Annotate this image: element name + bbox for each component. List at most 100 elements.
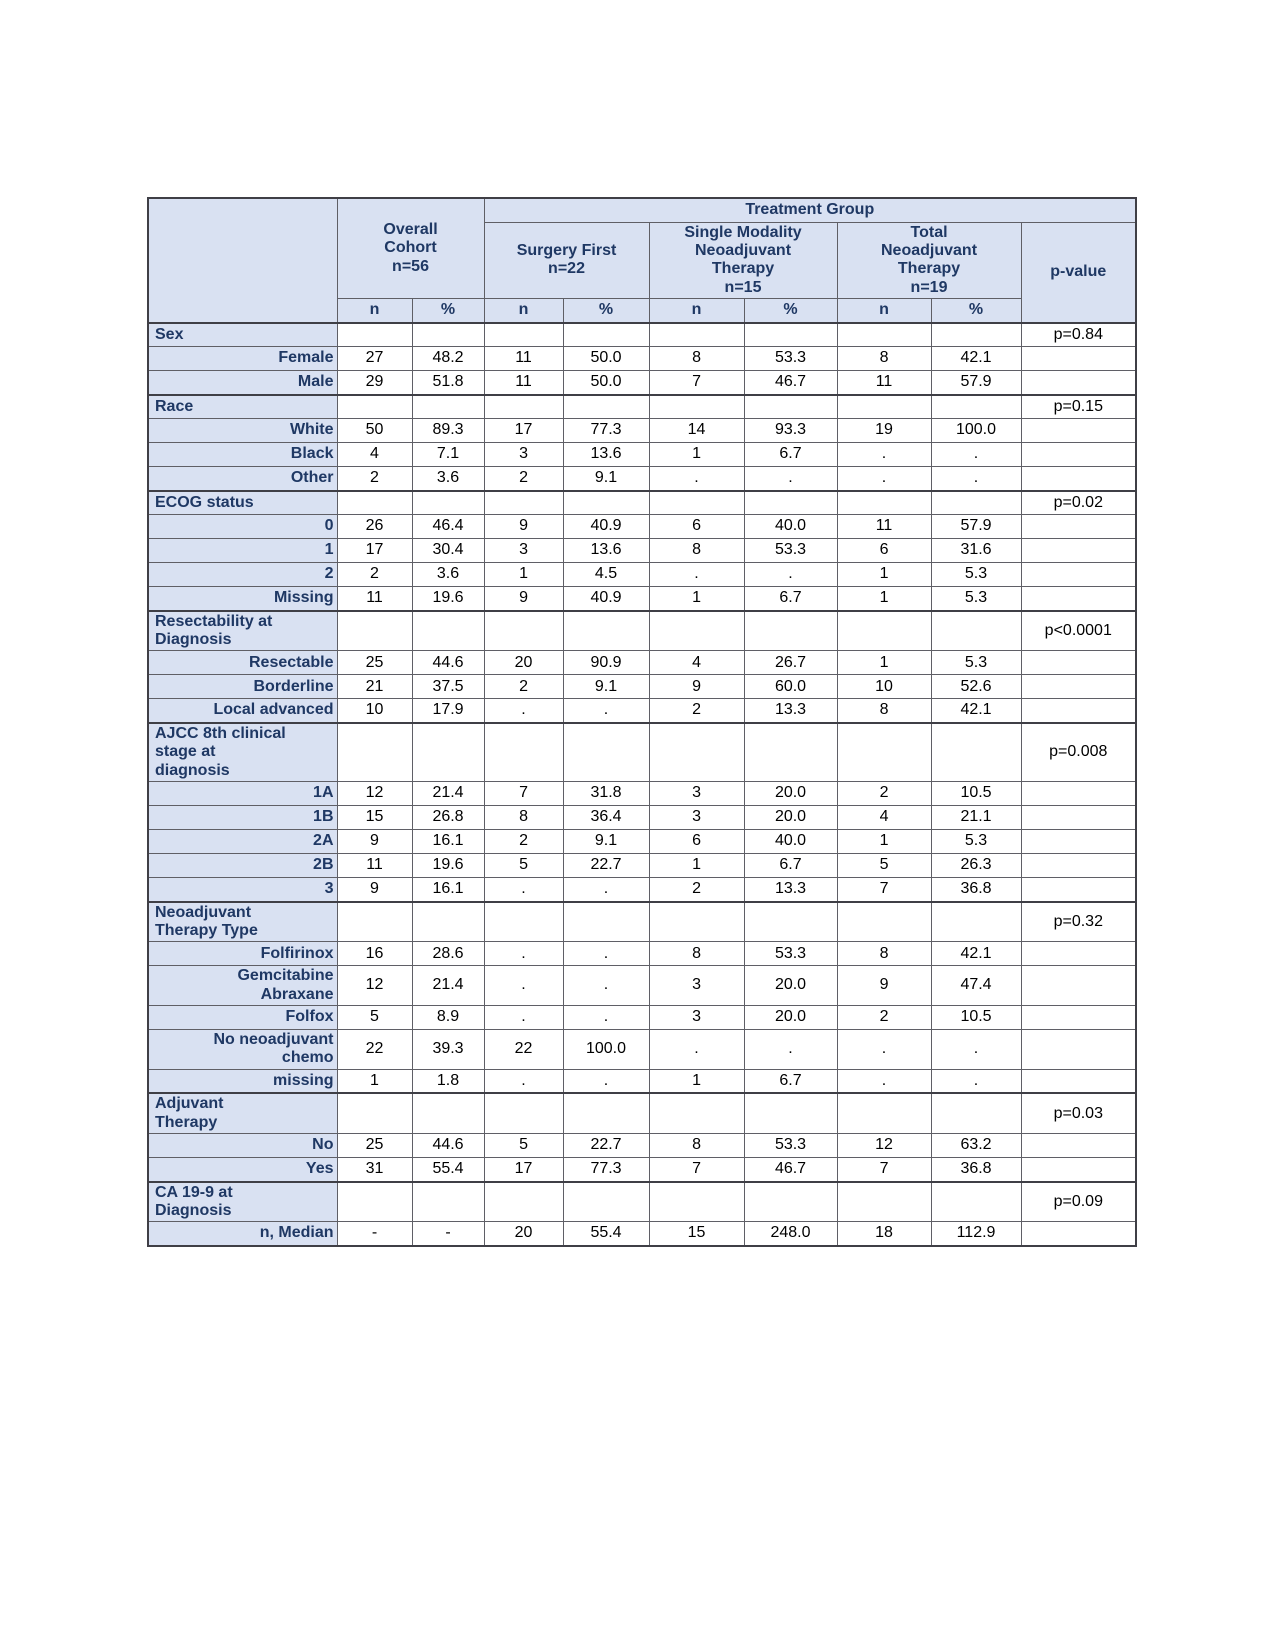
- p-value-cell: [1020, 1068, 1137, 1094]
- data-cell: [411, 900, 485, 943]
- subheader-n: n: [836, 298, 932, 324]
- table-row: n, Median - -20 55.4 15 248.0 18 112.9: [147, 1221, 1137, 1247]
- data-cell: 7: [836, 877, 932, 903]
- data-cell: 5.3: [930, 829, 1022, 855]
- row-label-cell: 1A: [147, 781, 338, 807]
- p-value-cell: [1020, 1221, 1137, 1247]
- data-cell: 22: [483, 1029, 564, 1070]
- data-cell: 11: [483, 370, 564, 396]
- data-cell: 48.2: [411, 346, 485, 372]
- data-cell: 3: [648, 805, 745, 831]
- data-cell: -: [336, 1221, 413, 1247]
- data-cell: [336, 1092, 413, 1135]
- p-value-cell: [1020, 418, 1137, 444]
- table-row: 2A 9 16.1 2 9.1 6 40.0 1 5.3: [147, 829, 1137, 855]
- data-cell: 248.0: [743, 1221, 838, 1247]
- data-cell: 46.7: [743, 370, 838, 396]
- data-cell: [648, 1180, 745, 1223]
- row-label-cell: AJCC 8th clinical stage at diagnosis: [147, 721, 338, 783]
- data-cell: 36.8: [930, 877, 1022, 903]
- row-label-cell: Folfox: [147, 1005, 338, 1031]
- data-cell: 26.8: [411, 805, 485, 831]
- data-cell: 5: [483, 1133, 564, 1159]
- row-label-cell: 2A: [147, 829, 338, 855]
- data-cell: 63.2: [930, 1133, 1022, 1159]
- data-cell: 1: [648, 586, 745, 612]
- data-cell: .: [562, 877, 650, 903]
- row-label-cell: ECOG status: [147, 489, 338, 516]
- row-label-cell: Resectability at Diagnosis: [147, 609, 338, 652]
- subheader-pct: %: [930, 298, 1022, 324]
- data-cell: 17: [483, 1157, 564, 1183]
- data-cell: 7: [836, 1157, 932, 1183]
- data-cell: 11: [483, 346, 564, 372]
- data-cell: 29: [336, 370, 413, 396]
- data-cell: 13.6: [562, 538, 650, 564]
- table-row: 2 2 3.6 1 4.5.. 1 5.3: [147, 562, 1137, 588]
- p-value-cell: p=0.15: [1020, 393, 1137, 420]
- data-cell: 20.0: [743, 965, 838, 1007]
- data-cell: 15: [648, 1221, 745, 1247]
- data-cell: 9: [483, 586, 564, 612]
- data-cell: 2: [483, 829, 564, 855]
- subheader-n: n: [336, 298, 413, 324]
- data-cell: [648, 900, 745, 943]
- data-cell: 21: [336, 674, 413, 700]
- p-value-cell: [1020, 650, 1137, 676]
- data-cell: .: [648, 466, 745, 492]
- column-header-surgery-first: Surgery First n=22: [483, 221, 650, 300]
- table-row: 1B 15 26.8 8 36.4 3 20.0 4 21.1: [147, 805, 1137, 831]
- row-label-cell: CA 19-9 at Diagnosis: [147, 1180, 338, 1223]
- data-cell: [836, 609, 932, 652]
- data-cell: 40.9: [562, 586, 650, 612]
- table-row: Race p=0.15: [147, 393, 1137, 420]
- data-cell: 50: [336, 418, 413, 444]
- data-cell: 22: [336, 1029, 413, 1070]
- data-cell: .: [836, 442, 932, 468]
- data-cell: 20.0: [743, 781, 838, 807]
- data-cell: 44.6: [411, 650, 485, 676]
- data-cell: 18: [836, 1221, 932, 1247]
- data-cell: 1: [336, 1068, 413, 1094]
- data-cell: 11: [336, 586, 413, 612]
- data-cell: .: [648, 1029, 745, 1070]
- data-cell: 2: [648, 698, 745, 724]
- data-cell: 1: [648, 1068, 745, 1094]
- data-cell: 19.6: [411, 586, 485, 612]
- table-row: 0 26 46.4 9 40.9 6 40.0 11 57.9: [147, 514, 1137, 540]
- data-cell: 16.1: [411, 877, 485, 903]
- data-cell: 53.3: [743, 941, 838, 967]
- data-cell: 17: [483, 418, 564, 444]
- row-label-cell: 1: [147, 538, 338, 564]
- data-cell: 7: [648, 370, 745, 396]
- data-cell: 10: [336, 698, 413, 724]
- subheader-n: n: [648, 298, 745, 324]
- data-cell: 1: [836, 562, 932, 588]
- data-cell: [743, 609, 838, 652]
- data-cell: 8: [648, 346, 745, 372]
- data-cell: 3: [483, 442, 564, 468]
- data-cell: .: [930, 466, 1022, 492]
- data-cell: 10.5: [930, 1005, 1022, 1031]
- data-cell: .: [743, 1029, 838, 1070]
- data-cell: 9: [336, 877, 413, 903]
- table-row: Resectability at Diagnosis p<0.0001: [147, 609, 1137, 652]
- data-cell: .: [483, 965, 564, 1007]
- header-row-group-names: Surgery First n=22 Single Modality Neoad…: [148, 221, 1137, 324]
- data-cell: [483, 900, 564, 943]
- data-cell: 52.6: [930, 674, 1022, 700]
- data-cell: [336, 721, 413, 783]
- data-cell: [743, 900, 838, 943]
- column-header-total-neoadjuvant: Total Neoadjuvant Therapy n=19: [836, 221, 1022, 300]
- data-cell: .: [836, 1029, 932, 1070]
- row-label-cell: Local advanced: [147, 698, 338, 724]
- data-cell: [483, 393, 564, 420]
- table-header: Overall Cohort n=56 Treatment Group Surg…: [147, 197, 1137, 324]
- data-cell: .: [483, 941, 564, 967]
- table-row: Other 2 3.6 2 9.1....: [147, 466, 1137, 492]
- data-cell: 2: [648, 877, 745, 903]
- data-cell: 26.7: [743, 650, 838, 676]
- data-cell: 6.7: [743, 442, 838, 468]
- data-cell: .: [483, 877, 564, 903]
